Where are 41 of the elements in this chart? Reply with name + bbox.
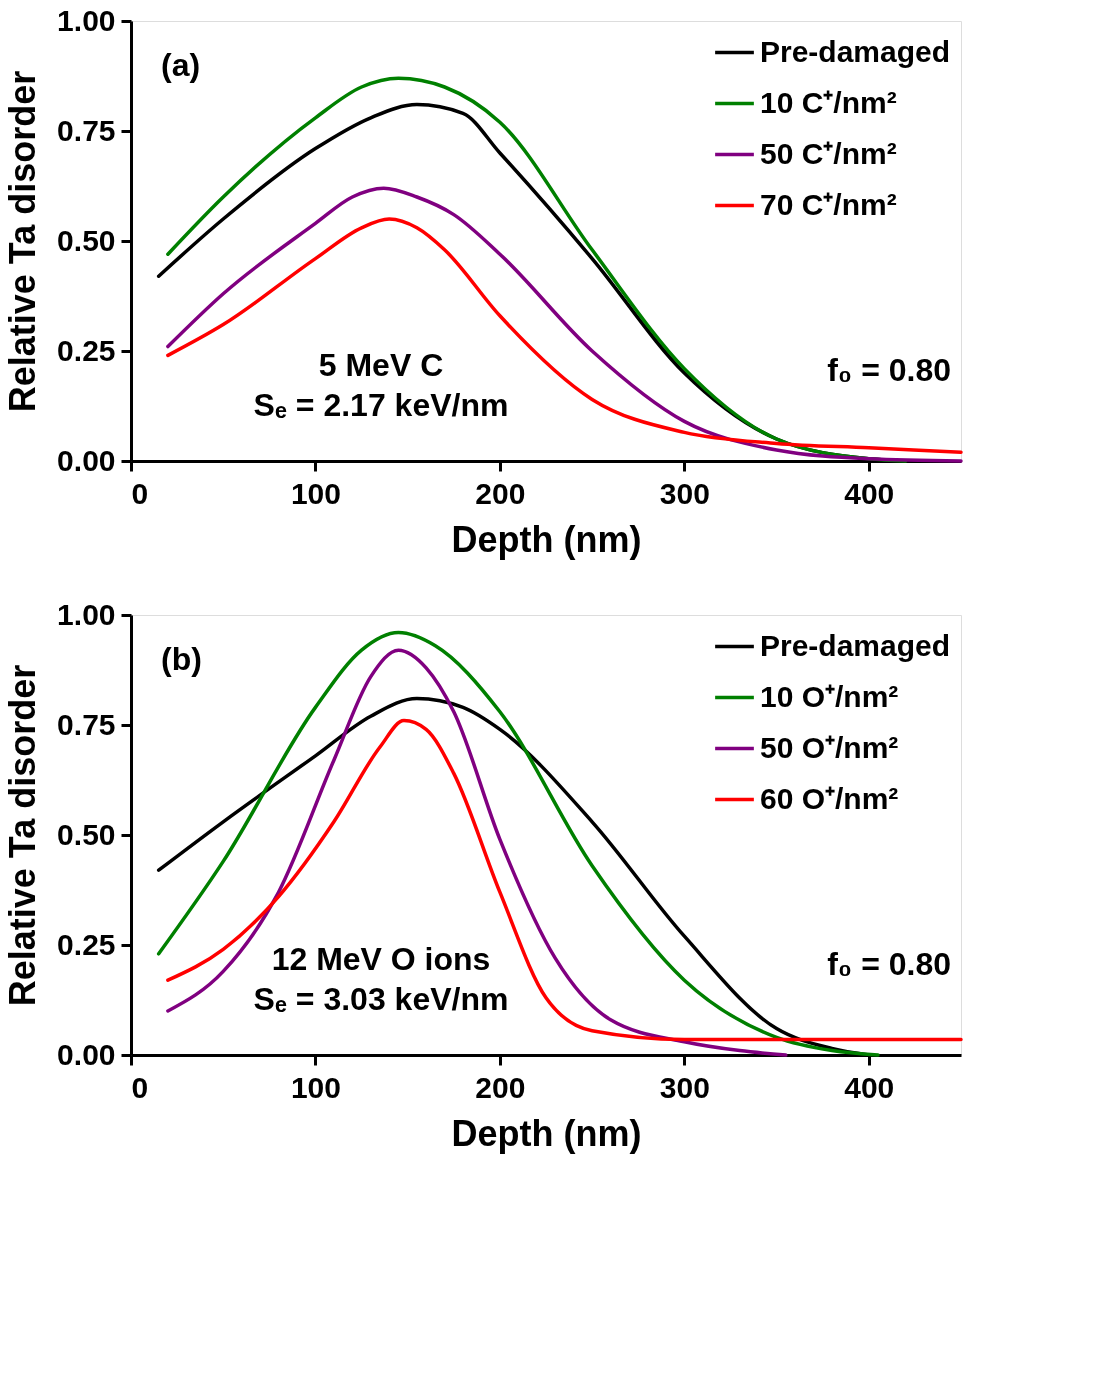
line-series [166,718,963,1042]
x-tick-label: 400 [844,476,895,510]
y-tick-label: 0.75 [57,113,116,147]
y-tick-label: 0.75 [57,707,116,741]
legend-label: 50 O⁺/nm² [760,730,899,764]
y-tick-label: 0.00 [57,1037,116,1071]
x-tick-label: 400 [844,1070,895,1104]
annotation: 5 MeV C [318,347,444,383]
y-axis-title: Relative Ta disorder [2,70,44,413]
x-tick-label: 100 [290,1070,341,1104]
x-tick-label: 0 [131,1070,149,1104]
legend-label: 10 C⁺/nm² [760,85,897,119]
y-tick-label: 0.00 [57,443,116,477]
y-tick-label: 0.25 [57,927,116,961]
x-axis-title: Depth (nm) [451,518,642,560]
annotation: Sₑ = 2.17 keV/nm [253,387,509,423]
y-tick-label: 1.00 [57,597,116,631]
annotation: 12 MeV O ions [271,941,491,977]
legend-label: 50 C⁺/nm² [760,136,897,170]
y-tick-label: 0.25 [57,333,116,367]
y-tick-label: 0.50 [57,223,116,257]
annotation: f₀ = 0.80 [827,946,951,982]
legend-label: 10 O⁺/nm² [760,679,899,713]
legend-label: Pre-damaged [760,628,951,662]
annotation: (a) [161,47,201,83]
annotation: Sₑ = 3.03 keV/nm [253,981,509,1017]
y-axis-title: Relative Ta disorder [2,664,44,1007]
x-tick-label: 0 [131,476,149,510]
annotation: f₀ = 0.80 [827,352,951,388]
x-tick-label: 100 [290,476,341,510]
x-axis-title: Depth (nm) [451,1112,642,1154]
y-tick-label: 1.00 [57,3,116,37]
x-tick-label: 300 [659,476,710,510]
legend-label: 60 O⁺/nm² [760,781,899,815]
legend-label: 70 C⁺/nm² [760,187,897,221]
legend-label: Pre-damaged [760,34,951,68]
x-tick-label: 200 [475,476,526,510]
x-tick-label: 300 [659,1070,710,1104]
y-tick-label: 0.50 [57,817,116,851]
x-tick-label: 200 [475,1070,526,1104]
annotation: (b) [161,641,202,677]
